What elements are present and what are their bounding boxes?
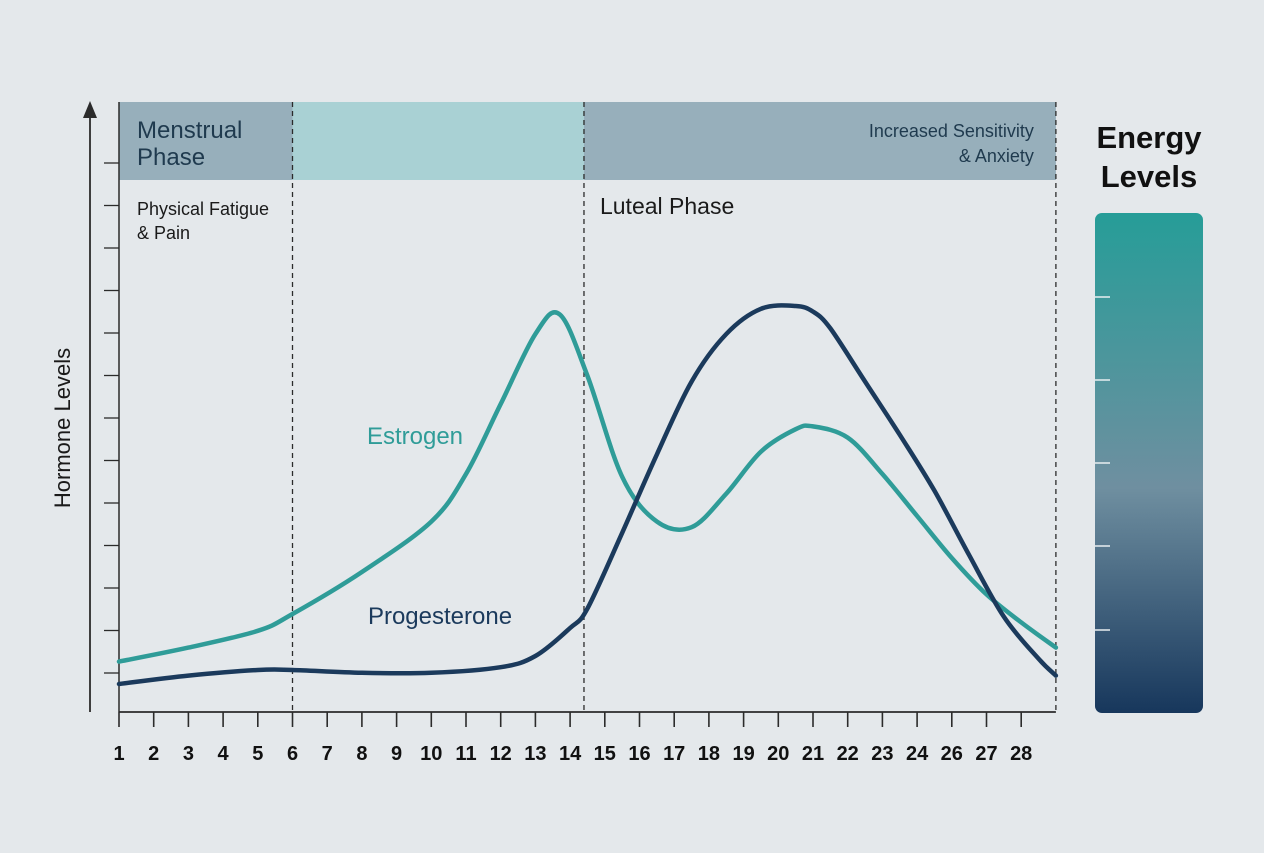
luteal-phase-annotation: Luteal Phase (600, 193, 734, 219)
x-tick-label: 2 (148, 743, 159, 765)
x-tick-label: 22 (837, 743, 859, 765)
x-tick-label: 18 (698, 743, 720, 765)
x-tick-label: 13 (524, 743, 546, 765)
series-lines (116, 303, 1059, 687)
menstrual-phase-label: Menstrual (137, 117, 242, 144)
x-tick-label: 27 (975, 743, 997, 765)
x-tick-label: 26 (941, 743, 963, 765)
series-label-estrogen: Estrogen (367, 423, 463, 450)
x-tick-label: 6 (287, 743, 298, 765)
y-axis-arrow (83, 101, 97, 118)
fatigue-annotation: & Pain (137, 223, 190, 243)
x-tick-label: 14 (559, 743, 582, 765)
x-tick-label: 8 (356, 743, 367, 765)
x-tick-label: 9 (391, 743, 402, 765)
axes: 1 2 3 4 5 6 7 8 9 10 11 12 13 14 15 16 17 18 19 20 21 22 23 24 2… (50, 101, 1056, 765)
x-tick-label: 10 (420, 743, 442, 765)
x-tick-label: 1 (113, 743, 124, 765)
y-axis-label: Hormone Levels (50, 348, 75, 508)
x-tick-label: 5 (252, 743, 263, 765)
series-label-progesterone: Progesterone (368, 603, 512, 630)
energy-legend: Energy Levels (1095, 120, 1203, 713)
x-tick-label: 24 (906, 743, 929, 765)
phase-bands (119, 102, 1056, 180)
series-line-progesterone (116, 303, 1059, 687)
energy-legend-title: Levels (1101, 159, 1198, 194)
phase-band-menstrual (119, 102, 293, 180)
x-tick-label: 19 (732, 743, 754, 765)
x-tick-label: 11 (455, 743, 476, 765)
luteal-band-label: & Anxiety (959, 146, 1034, 166)
x-tick-label: 12 (490, 743, 512, 765)
x-tick-label: 17 (663, 743, 685, 765)
phase-band-follicular (292, 102, 584, 180)
energy-gradient-bar (1095, 213, 1203, 713)
fatigue-annotation: Physical Fatigue (137, 199, 269, 219)
x-tick-label: 15 (594, 743, 616, 765)
x-tick-label: 21 (802, 743, 824, 765)
x-tick-label: 23 (871, 743, 893, 765)
x-tick-label: 16 (628, 743, 650, 765)
menstrual-phase-label: Phase (137, 144, 205, 171)
x-tick-label: 7 (322, 743, 333, 765)
energy-legend-title: Energy (1096, 120, 1202, 155)
x-tick-label: 20 (767, 743, 789, 765)
luteal-band-label: Increased Sensitivity (869, 121, 1034, 141)
phase-band-luteal (583, 102, 1056, 180)
x-tick-label: 4 (218, 743, 230, 765)
x-tick-label: 3 (183, 743, 194, 765)
x-tick-label: 28 (1010, 743, 1032, 765)
